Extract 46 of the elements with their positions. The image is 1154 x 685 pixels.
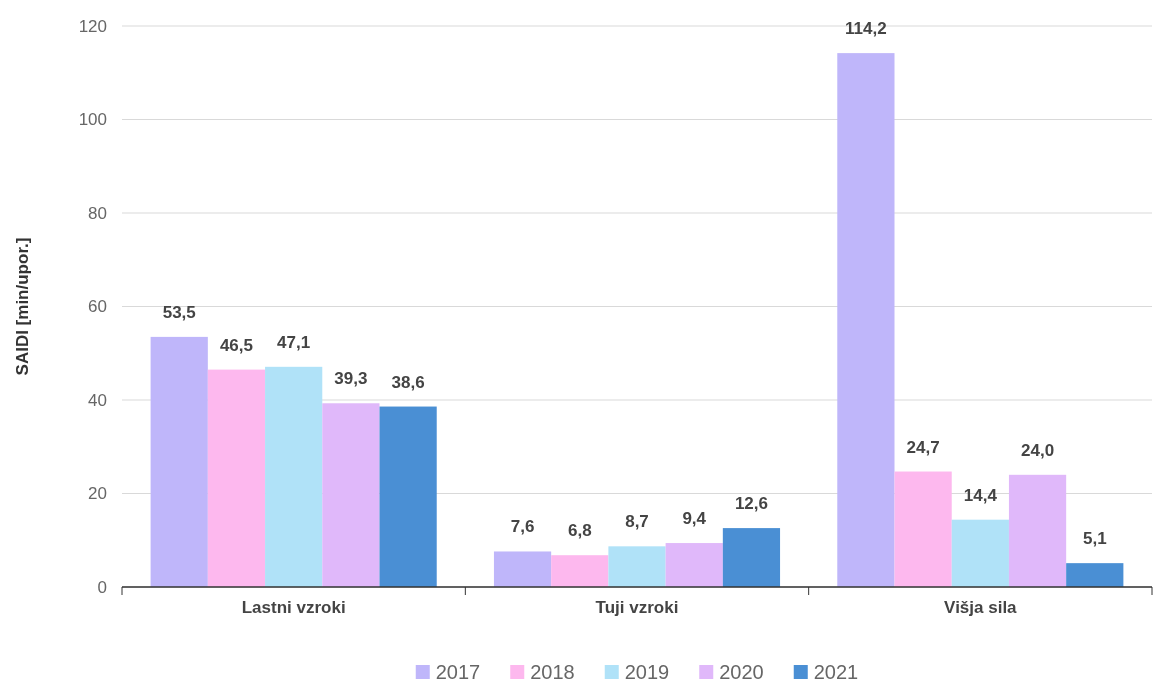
data-label: 114,2	[845, 19, 887, 39]
data-label: 12,6	[734, 494, 768, 514]
x-tick-label: Tuji vzroki	[595, 598, 679, 618]
bar	[722, 528, 781, 587]
y-tick-label: 100	[78, 110, 107, 130]
x-tick-label: Lastni vzroki	[241, 598, 346, 618]
bar	[665, 543, 723, 587]
bar	[608, 546, 666, 587]
bar	[837, 53, 895, 587]
legend-label: 2021	[813, 661, 859, 683]
data-label: 47,1	[277, 332, 311, 352]
y-tick-label: 40	[88, 390, 107, 410]
bar	[1008, 474, 1067, 587]
bar	[551, 555, 609, 587]
data-label: 24,0	[1021, 440, 1055, 460]
bar	[265, 366, 323, 587]
x-tick-label: Višja sila	[944, 598, 1018, 618]
bar	[894, 471, 952, 587]
legend-label: 2018	[530, 661, 575, 683]
data-label: 46,5	[219, 335, 253, 355]
data-label: 53,5	[162, 302, 196, 322]
data-label: 9,4	[682, 509, 707, 529]
data-label: 24,7	[906, 437, 940, 457]
y-tick-label: 120	[78, 16, 107, 36]
data-label: 8,7	[625, 512, 649, 532]
y-tick-label: 0	[97, 577, 107, 597]
data-label: 38,6	[391, 372, 425, 392]
data-label: 7,6	[510, 517, 535, 537]
y-tick-label: 20	[88, 484, 107, 504]
legend-label: 2020	[719, 661, 764, 683]
bar	[1066, 563, 1124, 587]
y-tick-label: 60	[88, 297, 107, 317]
bar	[493, 551, 552, 587]
legend-label: 2017	[435, 661, 481, 683]
data-label: 5,1	[1082, 529, 1107, 549]
data-label: 14,4	[963, 485, 998, 505]
legend-label: 2019	[624, 661, 670, 683]
bar	[322, 403, 380, 587]
bar	[951, 519, 1009, 587]
y-axis-title: SAIDI [min/upor.]	[13, 237, 32, 376]
y-tick-label: 80	[88, 203, 107, 223]
data-label: 39,3	[334, 369, 368, 389]
bar	[379, 406, 437, 587]
bar	[207, 369, 266, 587]
data-label: 6,8	[567, 521, 592, 541]
bar	[150, 336, 208, 587]
